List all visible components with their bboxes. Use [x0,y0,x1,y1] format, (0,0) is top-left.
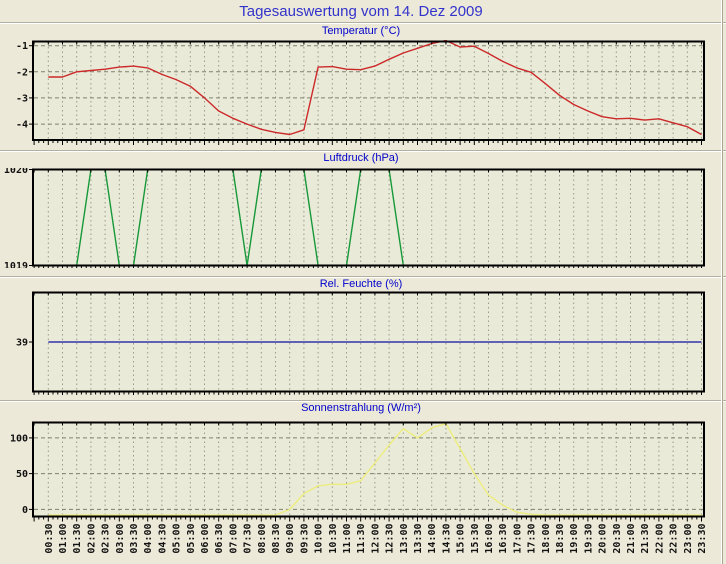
svg-text:16:30: 16:30 [498,524,509,554]
svg-text:16:00: 16:00 [484,524,495,554]
svg-text:100: 100 [10,433,28,444]
svg-text:07:30: 07:30 [243,524,254,554]
divider [0,400,726,402]
divider [0,22,726,24]
svg-text:23:00: 23:00 [683,524,694,554]
svg-text:0: 0 [22,505,28,516]
svg-text:05:30: 05:30 [186,524,197,554]
svg-text:08:30: 08:30 [271,524,282,554]
svg-text:1019: 1019 [4,261,28,268]
svg-text:09:00: 09:00 [285,524,296,554]
svg-text:19:00: 19:00 [569,524,580,554]
radiation-chart: 100 50 0 00:30 01:00 01:30 02:00 02:30 03:00 03:3… [10,421,708,554]
svg-text:14:00: 14:00 [427,524,438,554]
temperature-chart: -1 -2 -3 -4 [16,40,705,145]
svg-text:-2: -2 [16,67,28,78]
svg-text:18:00: 18:00 [541,524,552,554]
svg-text:00:30: 00:30 [44,524,55,554]
chart-title-humidity: Rel. Feuchte (%) [319,278,403,290]
svg-text:04:30: 04:30 [157,524,168,554]
svg-text:07:00: 07:00 [228,524,239,554]
svg-text:1020: 1020 [4,168,28,176]
svg-text:-4: -4 [16,120,28,131]
svg-text:20:30: 20:30 [612,524,623,554]
svg-text:15:00: 15:00 [456,524,467,554]
svg-text:06:00: 06:00 [200,524,211,554]
svg-text:08:00: 08:00 [257,524,268,554]
svg-text:50: 50 [16,469,28,480]
svg-text:18:30: 18:30 [555,524,566,554]
svg-text:-1: -1 [16,41,28,52]
svg-text:-3: -3 [16,93,28,104]
svg-text:03:00: 03:00 [115,524,126,554]
svg-text:03:30: 03:30 [129,524,140,554]
svg-text:21:00: 21:00 [626,524,637,554]
svg-text:02:30: 02:30 [101,524,112,554]
svg-text:21:30: 21:30 [640,524,651,554]
chart-title-radiation: Sonnenstrahlung (W/m²) [301,402,421,414]
chart-title-temperature: Temperatur (°C) [321,25,401,37]
svg-text:22:00: 22:00 [654,524,665,554]
svg-text:01:30: 01:30 [72,524,83,554]
svg-text:39: 39 [16,338,28,349]
svg-text:12:00: 12:00 [370,524,381,554]
svg-text:20:00: 20:00 [598,524,609,554]
svg-text:11:00: 11:00 [342,524,353,554]
window-right-edge [721,0,722,564]
divider [0,150,726,152]
svg-text:02:00: 02:00 [86,524,97,554]
humidity-chart: 39 [16,291,705,395]
svg-text:06:30: 06:30 [214,524,225,554]
svg-text:23:30: 23:30 [697,524,708,554]
svg-text:10:00: 10:00 [314,524,325,554]
svg-text:19:30: 19:30 [583,524,594,554]
svg-text:09:30: 09:30 [299,524,310,554]
page-title: Tagesauswertung vom 14. Dez 2009 [239,3,483,20]
svg-text:10:30: 10:30 [328,524,339,554]
svg-text:05:00: 05:00 [172,524,183,554]
svg-text:15:30: 15:30 [470,524,481,554]
svg-text:17:30: 17:30 [527,524,538,554]
svg-text:01:00: 01:00 [58,524,69,554]
svg-text:12:30: 12:30 [385,524,396,554]
divider [0,276,726,278]
svg-text:17:00: 17:00 [512,524,523,554]
svg-text:13:00: 13:00 [399,524,410,554]
svg-text:11:30: 11:30 [356,524,367,554]
chart-title-pressure: Luftdruck (hPa) [323,152,399,164]
svg-text:13:30: 13:30 [413,524,424,554]
svg-text:04:00: 04:00 [143,524,154,554]
svg-text:14:30: 14:30 [441,524,452,554]
pressure-chart: 1020 1019 [4,168,705,268]
svg-text:22:30: 22:30 [669,524,680,554]
